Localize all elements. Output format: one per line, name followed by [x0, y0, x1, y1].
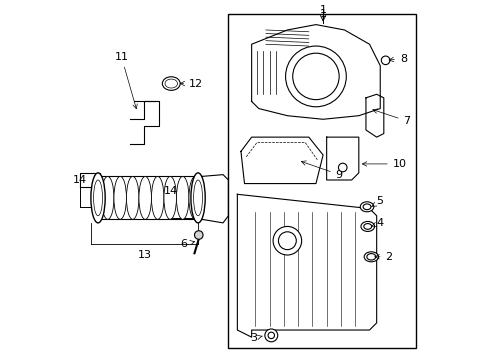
Bar: [228, 14, 415, 348]
Text: 4: 4: [370, 218, 383, 228]
Text: 10: 10: [362, 159, 406, 169]
Circle shape: [381, 56, 389, 64]
Text: 7: 7: [372, 109, 410, 126]
Text: 5: 5: [371, 197, 383, 207]
Ellipse shape: [162, 77, 180, 90]
Ellipse shape: [139, 176, 151, 219]
Text: 8: 8: [388, 54, 406, 64]
Ellipse shape: [101, 176, 114, 219]
Ellipse shape: [93, 180, 102, 216]
Ellipse shape: [164, 79, 177, 88]
Text: 12: 12: [180, 78, 203, 89]
Circle shape: [267, 332, 274, 339]
Circle shape: [285, 46, 346, 107]
Circle shape: [338, 163, 346, 172]
Ellipse shape: [193, 180, 202, 216]
Ellipse shape: [190, 173, 205, 223]
Ellipse shape: [364, 252, 378, 262]
Text: 9: 9: [301, 161, 342, 180]
Ellipse shape: [126, 176, 139, 219]
Text: 14: 14: [164, 186, 178, 196]
Circle shape: [264, 329, 277, 342]
Ellipse shape: [363, 204, 370, 210]
Ellipse shape: [363, 224, 371, 229]
Ellipse shape: [360, 221, 374, 231]
Ellipse shape: [151, 176, 163, 219]
Text: 14: 14: [73, 175, 87, 185]
Text: 1: 1: [319, 5, 326, 15]
Text: 6: 6: [180, 239, 194, 249]
Circle shape: [292, 53, 339, 100]
Circle shape: [194, 231, 203, 239]
Circle shape: [272, 226, 301, 255]
Text: 2: 2: [374, 252, 392, 262]
Ellipse shape: [176, 176, 188, 219]
Text: 11: 11: [114, 52, 137, 109]
Ellipse shape: [188, 176, 201, 219]
Text: 1: 1: [319, 9, 326, 19]
Ellipse shape: [360, 202, 373, 212]
Ellipse shape: [163, 176, 176, 219]
Text: 13: 13: [137, 250, 151, 260]
Ellipse shape: [91, 173, 105, 223]
Circle shape: [278, 232, 296, 249]
Ellipse shape: [366, 253, 375, 260]
Text: 3: 3: [249, 333, 262, 343]
Ellipse shape: [114, 176, 126, 219]
